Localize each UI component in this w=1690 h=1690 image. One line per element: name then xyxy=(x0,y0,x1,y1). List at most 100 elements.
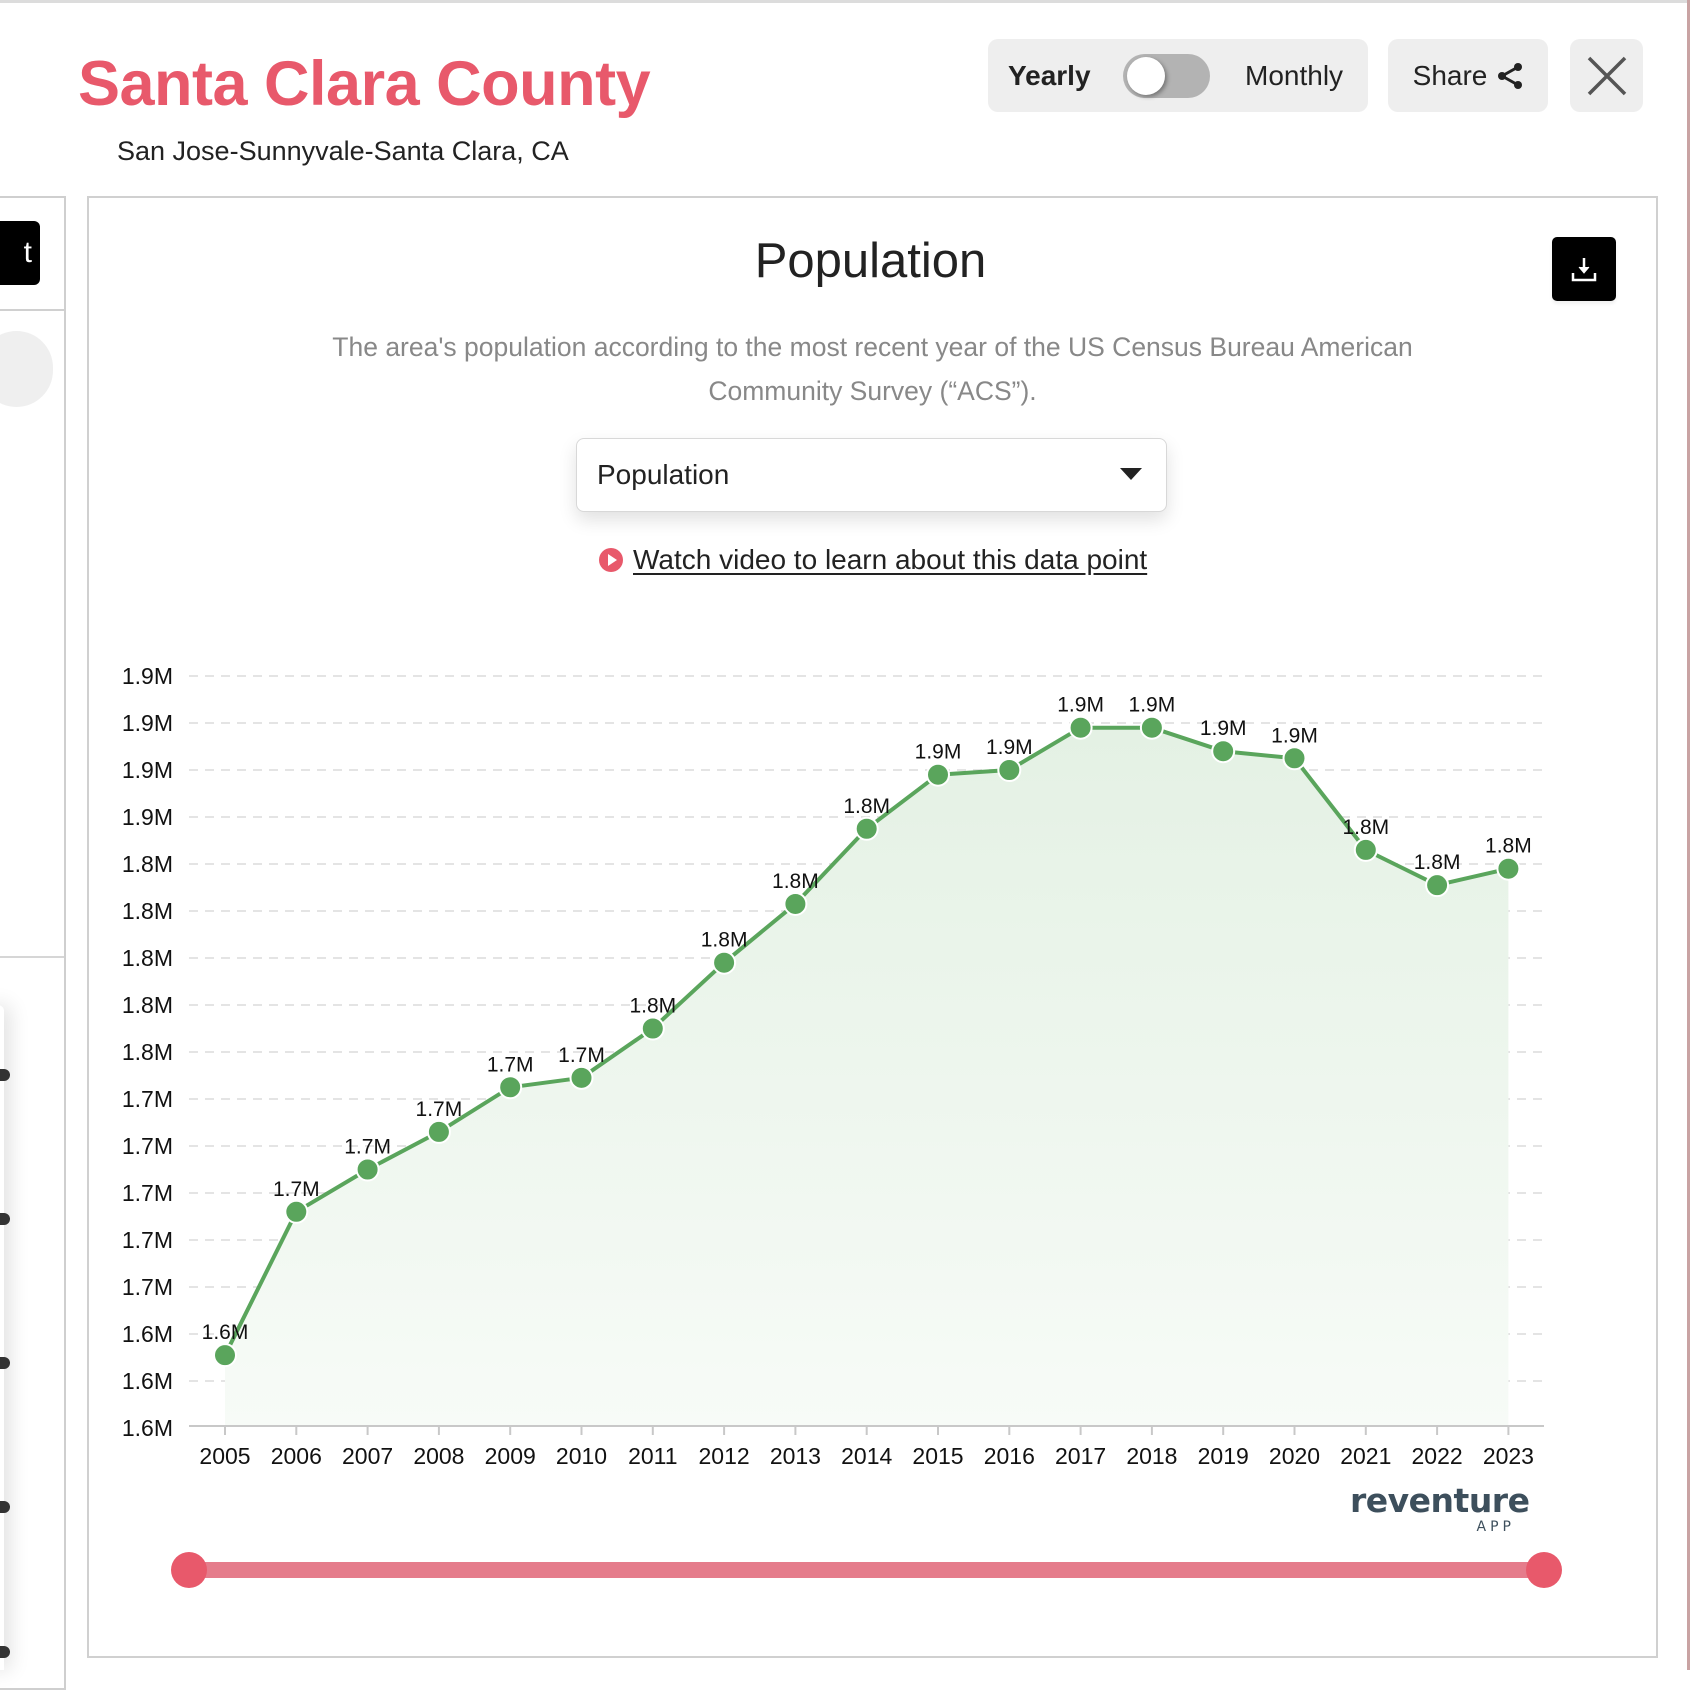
y-tick-label: 1.6M xyxy=(122,1415,173,1441)
left-side-panel xyxy=(0,196,66,1690)
data-point[interactable] xyxy=(1425,873,1450,898)
data-point[interactable] xyxy=(426,1119,451,1144)
page-subtitle: San Jose-Sunnyvale-Santa Clara, CA xyxy=(117,136,569,166)
close-button[interactable] xyxy=(1570,39,1643,112)
data-label: 1.8M xyxy=(1342,816,1389,839)
y-tick-label: 1.8M xyxy=(122,898,173,924)
left-panel-divider xyxy=(0,309,64,311)
data-point[interactable] xyxy=(1211,739,1236,764)
data-label: 1.7M xyxy=(344,1136,391,1159)
share-button-label: Share xyxy=(1412,59,1488,91)
metric-dropdown-value: Population xyxy=(597,459,730,490)
year-range-slider-track[interactable] xyxy=(189,1562,1544,1578)
page-title: Santa Clara County xyxy=(78,49,651,119)
left-panel-list xyxy=(0,1005,4,1670)
data-point[interactable] xyxy=(213,1343,237,1368)
metric-dropdown[interactable]: Population xyxy=(576,438,1167,512)
data-label: 1.9M xyxy=(986,736,1033,759)
data-label: 1.6M xyxy=(202,1321,249,1344)
frequency-toggle-group: Yearly Monthly xyxy=(988,39,1368,112)
data-point[interactable] xyxy=(569,1065,594,1090)
data-label: 1.8M xyxy=(843,795,890,818)
y-tick-label: 1.8M xyxy=(122,1039,173,1065)
y-tick-label: 1.9M xyxy=(122,757,173,783)
year-range-end-handle[interactable] xyxy=(1526,1552,1562,1588)
data-label: 1.9M xyxy=(915,741,962,764)
x-tick-label: 2009 xyxy=(485,1443,536,1469)
play-icon xyxy=(599,548,623,572)
logo-text: reventure xyxy=(1350,1481,1530,1520)
data-label: 1.8M xyxy=(1485,835,1532,858)
y-tick-label: 1.7M xyxy=(122,1180,173,1206)
data-point[interactable] xyxy=(355,1157,380,1182)
toggle-label-monthly[interactable]: Monthly xyxy=(1245,60,1344,91)
chart-description: The area's population according to the m… xyxy=(332,332,1413,406)
chart-title: Population xyxy=(754,234,987,288)
background-edge xyxy=(1687,0,1690,1670)
y-tick-label: 1.6M xyxy=(122,1368,173,1394)
left-panel-button[interactable]: t xyxy=(0,221,40,285)
x-tick-label: 2013 xyxy=(770,1443,821,1469)
reventure-logo: reventure APP xyxy=(1350,1481,1530,1536)
y-tick-label: 1.7M xyxy=(122,1133,173,1159)
data-point[interactable] xyxy=(1068,715,1093,740)
data-point[interactable] xyxy=(712,950,737,975)
list-bullet-icon xyxy=(0,1357,10,1369)
data-point[interactable] xyxy=(997,758,1022,782)
data-point[interactable] xyxy=(1353,837,1378,862)
data-label: 1.9M xyxy=(1057,694,1104,717)
data-label: 1.8M xyxy=(772,870,819,893)
data-label: 1.9M xyxy=(1129,694,1176,717)
x-tick-label: 2018 xyxy=(1126,1443,1177,1469)
x-tick-label: 2021 xyxy=(1340,1443,1391,1469)
data-point[interactable] xyxy=(926,762,950,787)
data-label: 1.9M xyxy=(1200,717,1247,740)
data-point[interactable] xyxy=(1139,715,1164,740)
toggle-label-yearly[interactable]: Yearly xyxy=(1008,60,1091,91)
share-button[interactable]: Share xyxy=(1388,39,1548,112)
data-point[interactable] xyxy=(640,1016,665,1041)
left-panel-button-label: t xyxy=(23,236,32,269)
list-bullet-icon xyxy=(0,1646,10,1658)
year-range-start-handle[interactable] xyxy=(171,1552,207,1588)
x-tick-label: 2007 xyxy=(342,1443,393,1469)
data-label: 1.8M xyxy=(1414,851,1461,874)
data-label: 1.8M xyxy=(701,929,748,952)
data-point[interactable] xyxy=(1496,856,1521,881)
frequency-toggle-switch[interactable] xyxy=(1123,54,1210,98)
y-tick-label: 1.8M xyxy=(122,945,173,971)
data-point[interactable] xyxy=(783,891,808,916)
download-button[interactable] xyxy=(1552,237,1616,301)
close-icon xyxy=(1587,56,1626,95)
data-label: 1.7M xyxy=(558,1044,605,1067)
data-label: 1.8M xyxy=(629,995,676,1018)
data-labels: 1.6M 1.7M 1.7M 1.7M 1.7M 1.7M 1.8M 1.8M 1.8M 1.8M… xyxy=(202,694,1532,1344)
x-tick-label: 2006 xyxy=(271,1443,322,1469)
x-tick-label: 2005 xyxy=(199,1443,250,1469)
watch-video-text[interactable]: Watch video to learn about this data poi… xyxy=(633,544,1148,575)
population-area xyxy=(225,727,1509,1425)
y-tick-label: 1.7M xyxy=(122,1086,173,1112)
x-tick-label: 2016 xyxy=(984,1443,1035,1469)
y-axis: 1.6M 1.6M 1.6M 1.7M 1.7M 1.7M 1.7M 1.7M 1.8M 1.8M… xyxy=(122,663,173,1441)
download-icon xyxy=(1571,258,1597,282)
x-tick-label: 2011 xyxy=(628,1443,677,1469)
window-top-border xyxy=(0,0,1690,3)
data-point[interactable] xyxy=(854,816,879,841)
data-point[interactable] xyxy=(1282,746,1307,771)
x-tick-label: 2022 xyxy=(1412,1443,1463,1469)
x-tick-label: 2014 xyxy=(841,1443,892,1469)
y-tick-label: 1.9M xyxy=(122,663,173,689)
data-point[interactable] xyxy=(284,1199,309,1224)
data-point[interactable] xyxy=(498,1075,523,1100)
toggle-knob[interactable] xyxy=(1127,57,1165,95)
watch-video-link[interactable]: Watch video to learn about this data poi… xyxy=(599,540,1147,580)
list-bullet-icon xyxy=(0,1069,10,1081)
x-tick-label: 2015 xyxy=(912,1443,963,1469)
y-tick-label: 1.6M xyxy=(122,1321,173,1347)
x-tick-label: 2017 xyxy=(1055,1443,1106,1469)
x-axis: 2005 2006 2007 2008 2009 2010 2011 2012 2013 2014… xyxy=(189,1425,1544,1469)
data-points xyxy=(213,715,1521,1368)
y-tick-label: 1.7M xyxy=(122,1274,173,1300)
